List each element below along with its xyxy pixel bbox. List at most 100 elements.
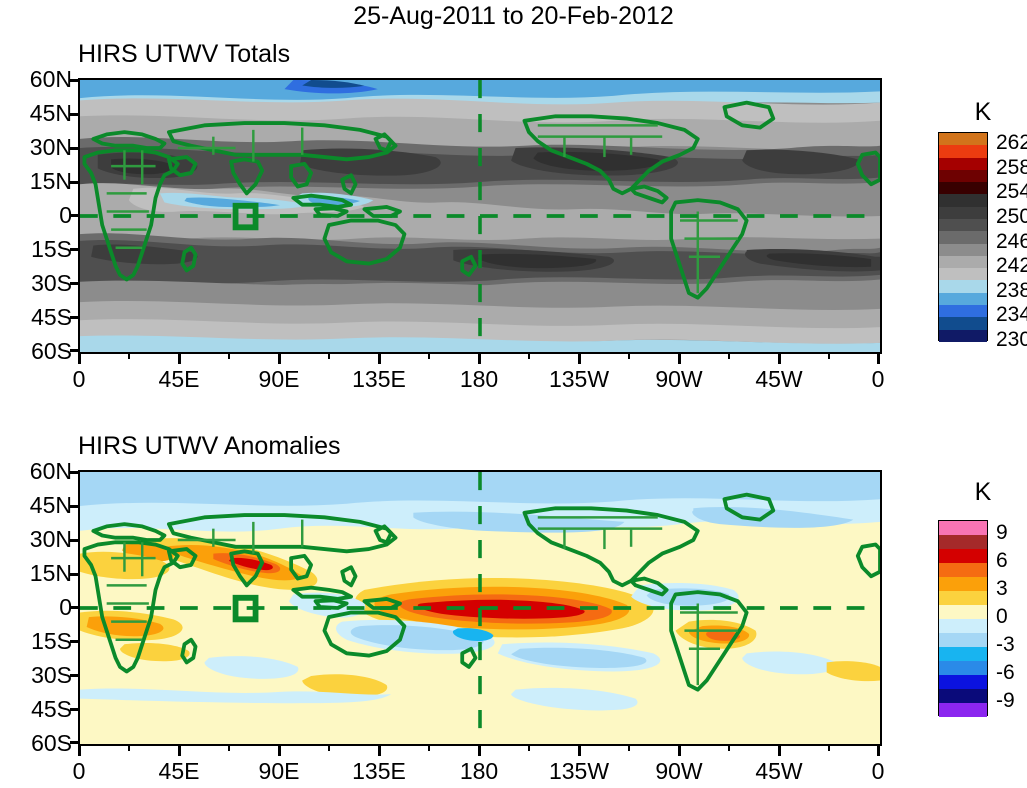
region-box-marker	[232, 594, 259, 623]
ytick-mark	[70, 79, 78, 82]
xtick-minor	[128, 352, 130, 359]
colorbar-anomalies-unit: K	[974, 478, 992, 506]
xtick-anom-8: 0	[871, 758, 885, 784]
ytick-mark	[70, 741, 78, 744]
ytick-mark	[70, 181, 78, 184]
xtick-mark	[178, 744, 181, 756]
colorbar-band	[939, 521, 987, 535]
colorbar-tick-label: 254	[996, 180, 1027, 204]
xtick-anom-1: 45E	[158, 758, 200, 784]
xtick-totals-3: 135E	[352, 366, 406, 392]
colorbar-tick-label: 9	[996, 521, 1008, 544]
ytick-totals-0: 60N	[29, 66, 72, 92]
xtick-mark	[778, 744, 781, 756]
ytick-mark	[70, 282, 78, 285]
xtick-minor	[828, 352, 830, 359]
colorbar-band	[939, 661, 987, 675]
xtick-minor	[628, 352, 630, 359]
ytick-mark	[70, 708, 78, 711]
colorbar-band	[939, 243, 987, 256]
ytick-anom-2: 30N	[29, 526, 72, 552]
colorbar-totals	[938, 132, 988, 342]
xtick-minor	[128, 744, 130, 751]
colorbar-band	[939, 255, 987, 269]
xtick-minor	[528, 744, 530, 751]
ytick-mark	[70, 349, 78, 352]
colorbar-tick-label: -9	[996, 689, 1015, 712]
colorbar-band	[939, 619, 987, 633]
xtick-minor	[428, 352, 430, 359]
ytick-mark	[70, 147, 78, 150]
ytick-totals-6: 30S	[31, 270, 72, 296]
colorbar-band	[939, 535, 987, 549]
xtick-minor	[628, 744, 630, 751]
colorbar-band	[939, 169, 987, 183]
colorbar-tick-label: 230	[996, 328, 1027, 351]
colorbar-band	[939, 549, 987, 563]
map-totals-canvas	[80, 80, 880, 352]
colorbar-band	[939, 563, 987, 577]
ytick-anom-8: 60S	[31, 730, 72, 756]
xtick-mark	[778, 352, 781, 364]
xtick-mark	[877, 744, 880, 756]
colorbar-tick-label: -6	[996, 661, 1015, 684]
colorbar-band	[939, 647, 987, 661]
xtick-mark	[578, 352, 581, 364]
colorbar-tick-label: 242	[996, 254, 1027, 278]
xtick-totals-8: 0	[871, 366, 885, 392]
xtick-totals-1: 45E	[158, 366, 200, 392]
xtick-mark	[678, 744, 681, 756]
ytick-mark	[70, 505, 78, 508]
colorbar-tick-label: 234	[996, 303, 1027, 327]
panel-title-totals: HIRS UTWV Totals	[78, 40, 291, 68]
colorbar-tick-label: 6	[996, 549, 1008, 572]
colorbar-anomalies	[938, 520, 988, 717]
ytick-mark	[70, 606, 78, 609]
figure-title: 25-Aug-2011 to 20-Feb-2012	[353, 2, 674, 30]
xtick-minor	[728, 352, 730, 359]
xtick-totals-7: 45W	[755, 366, 803, 392]
ytick-mark	[70, 113, 78, 116]
ytick-anom-6: 30S	[31, 662, 72, 688]
ytick-anom-0: 60N	[29, 458, 72, 484]
xtick-mark	[278, 744, 281, 756]
xtick-anom-4: 180	[459, 758, 499, 784]
ytick-totals-5: 15S	[31, 236, 72, 262]
xtick-minor	[328, 744, 330, 751]
colorbar-band	[939, 133, 987, 146]
xtick-mark	[478, 352, 481, 364]
ytick-totals-7: 45S	[31, 304, 72, 330]
xtick-anom-7: 45W	[755, 758, 803, 784]
colorbar-band	[939, 145, 987, 158]
colorbar-band	[939, 304, 987, 318]
xtick-minor	[428, 744, 430, 751]
ytick-anom-4: 0	[59, 594, 72, 620]
colorbar-tick-label: -3	[996, 633, 1015, 656]
colorbar-band	[939, 194, 987, 207]
ytick-mark	[70, 471, 78, 474]
xtick-totals-0: 0	[72, 366, 86, 392]
xtick-mark	[78, 744, 81, 756]
colorbar-band	[939, 633, 987, 647]
colorbar-band	[939, 605, 987, 619]
panel-title-anomalies: HIRS UTWV Anomalies	[78, 432, 341, 460]
ytick-mark	[70, 214, 78, 217]
xtick-minor	[828, 744, 830, 751]
colorbar-tick-label: 0	[996, 605, 1008, 628]
colorbar-band	[939, 157, 987, 170]
colorbar-band	[939, 591, 987, 605]
xtick-anom-3: 135E	[352, 758, 406, 784]
colorbar-band	[939, 182, 987, 195]
xtick-minor	[228, 744, 230, 751]
ytick-totals-3: 15N	[29, 168, 72, 194]
colorbar-tick-label: 246	[996, 229, 1027, 253]
ytick-totals-2: 30N	[29, 134, 72, 160]
xtick-totals-4: 180	[459, 366, 499, 392]
colorbar-band	[939, 329, 987, 342]
xtick-minor	[728, 744, 730, 751]
ytick-mark	[70, 573, 78, 576]
colorbar-band	[939, 268, 987, 281]
colorbar-tick-label: 258	[996, 155, 1027, 179]
colorbar-band	[939, 703, 987, 717]
colorbar-tick-label: 3	[996, 577, 1008, 600]
